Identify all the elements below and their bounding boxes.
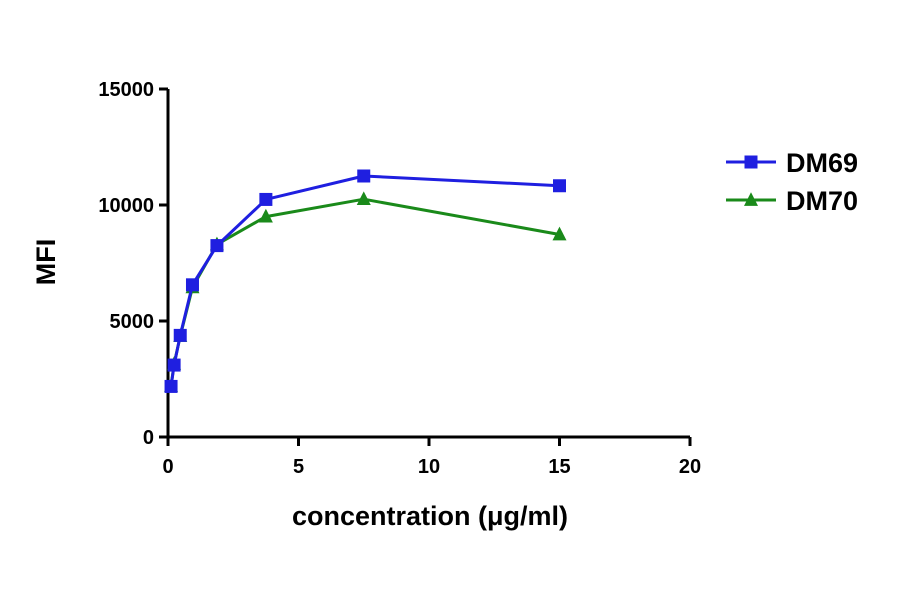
y-tick-label: 10000: [98, 195, 154, 217]
x-tick-label: 0: [162, 456, 173, 478]
data-point: [210, 239, 224, 253]
y-tick-label: 5000: [110, 311, 155, 333]
data-point: [164, 379, 178, 393]
y-axis-title: MFI: [31, 239, 61, 286]
x-tick-label: 15: [548, 456, 570, 478]
series-layer: [164, 169, 567, 393]
x-tick-label: 10: [418, 456, 440, 478]
legend: DM69 DM70: [726, 148, 858, 216]
data-point: [167, 358, 181, 372]
legend-label: DM70: [786, 186, 858, 216]
data-point: [185, 278, 199, 292]
data-point: [258, 208, 273, 223]
legend-entry-dm70: DM70: [726, 186, 858, 216]
y-tick-label: 15000: [98, 79, 154, 101]
series-dm69: [164, 169, 566, 393]
legend-entry-dm69: DM69: [726, 148, 858, 178]
data-point: [259, 192, 273, 206]
x-axis-title: concentration (μg/ml): [292, 501, 568, 531]
data-point: [173, 328, 187, 342]
legend-marker: [744, 155, 758, 169]
legend-label: DM69: [786, 148, 858, 178]
data-point: [357, 169, 371, 183]
series-line: [169, 174, 560, 387]
x-tick-label: 20: [679, 456, 701, 478]
data-point: [553, 179, 566, 193]
series-dm70: [164, 191, 567, 392]
data-point: [552, 226, 567, 241]
series-line: [169, 197, 560, 387]
axes: 0 5000 10000 15000 0 5 10 15 20: [98, 79, 701, 478]
legend-marker: [744, 192, 758, 206]
y-tick-label: 0: [143, 427, 154, 449]
x-tick-label: 5: [293, 456, 304, 478]
data-point: [356, 191, 371, 206]
